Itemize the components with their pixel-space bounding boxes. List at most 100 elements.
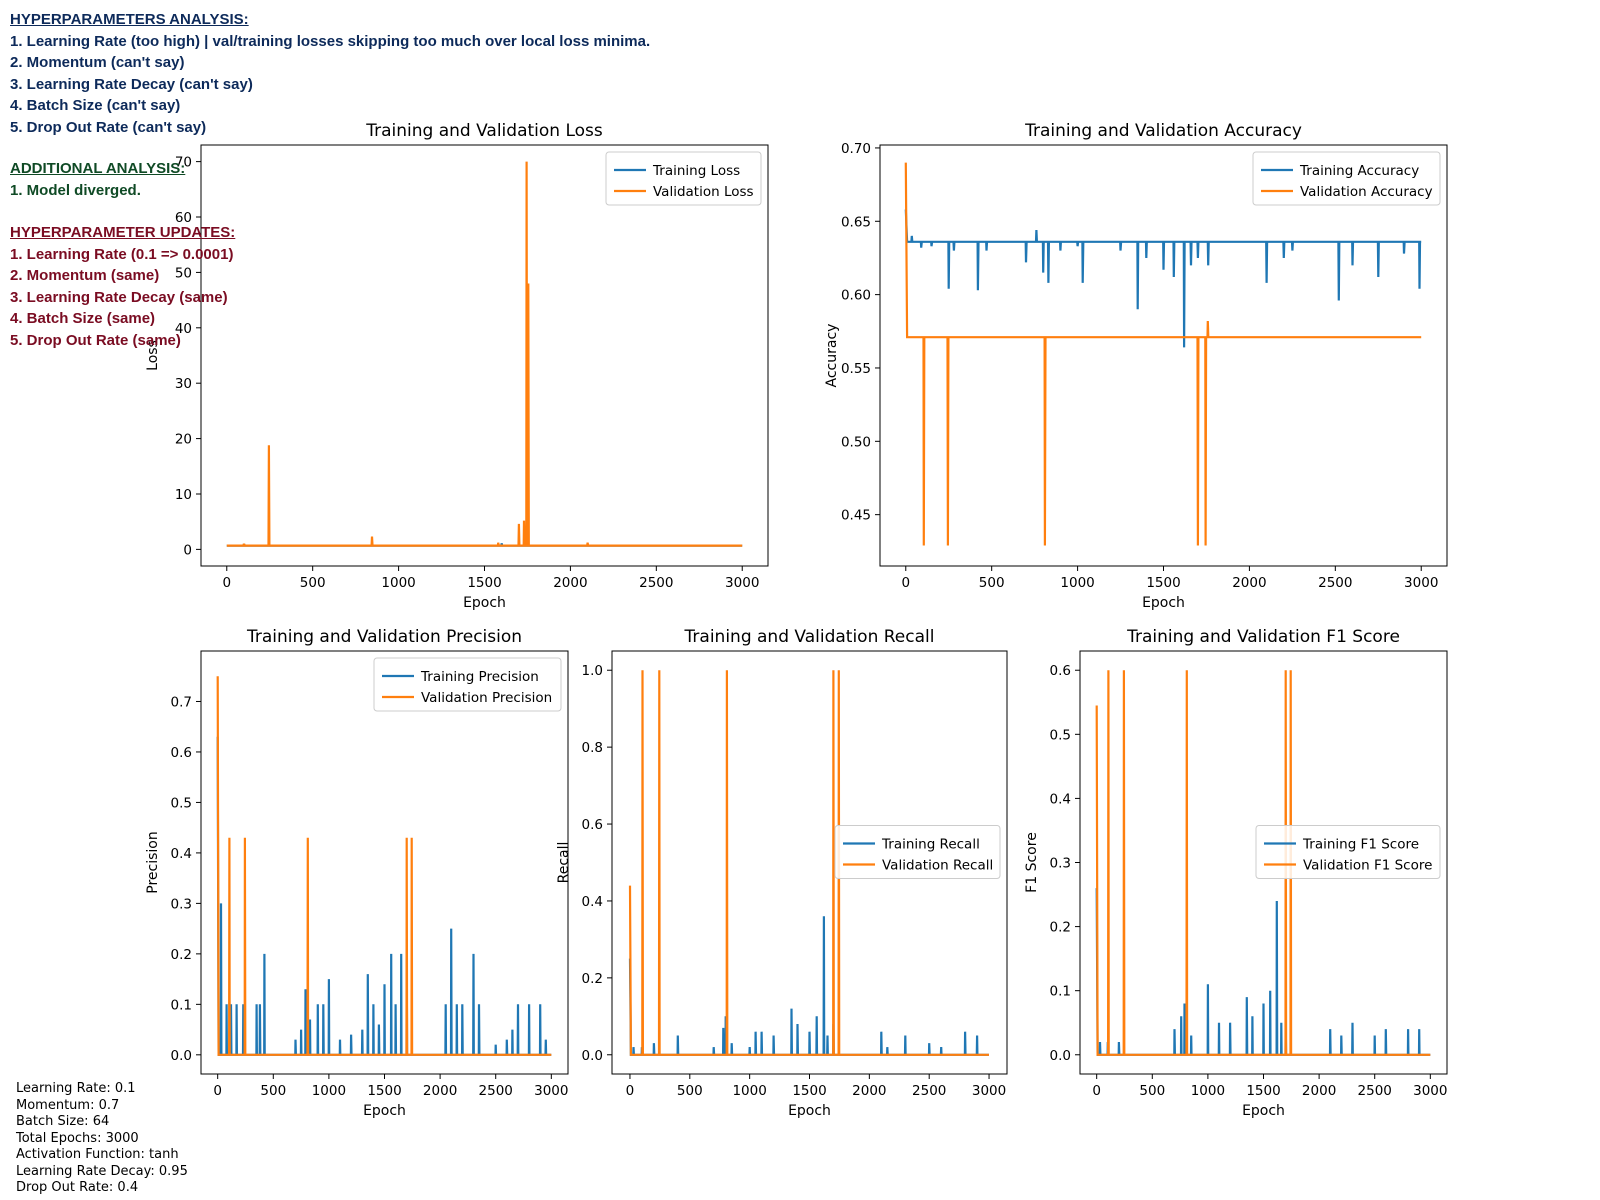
updates-line: 5. Drop Out Rate (same) bbox=[10, 331, 181, 349]
series-line-validation-f1-score bbox=[1095, 670, 1431, 1056]
analysis-line: 3. Learning Rate Decay (can't say) bbox=[10, 75, 253, 93]
x-tick-label: 2500 bbox=[639, 575, 673, 591]
legend: Training F1 Score Validation F1 Score bbox=[1255, 825, 1441, 879]
x-tick-label: 0 bbox=[222, 575, 231, 591]
legend-entry: Validation Precision bbox=[421, 690, 552, 706]
y-tick-label: 40 bbox=[175, 321, 192, 337]
x-tick-label: 1000 bbox=[312, 1083, 346, 1099]
updates-line: 4. Batch Size (same) bbox=[10, 310, 156, 327]
x-tick-label: 3000 bbox=[972, 1083, 1006, 1099]
chart-title: Training and Validation Recall bbox=[684, 627, 935, 647]
series-line-validation-accuracy bbox=[904, 162, 1422, 546]
chart-title: Training and Validation Accuracy bbox=[1024, 121, 1302, 141]
y-tick-label: 0 bbox=[183, 542, 192, 558]
config-total-epochs: Total Epochs: 3000 bbox=[16, 1130, 139, 1146]
x-tick-label: 0 bbox=[213, 1083, 222, 1099]
y-tick-label: 0.3 bbox=[171, 896, 192, 912]
config-learning-rate: Learning Rate: 0.1 bbox=[16, 1081, 136, 1096]
y-tick-label: 0.55 bbox=[841, 361, 871, 377]
x-tick-label: 2000 bbox=[852, 1083, 886, 1099]
y-tick-label: 0.0 bbox=[1050, 1048, 1071, 1064]
analysis-line: 1. Learning Rate (too high) | val/traini… bbox=[10, 32, 651, 50]
x-tick-label: 2000 bbox=[423, 1083, 457, 1099]
y-tick-label: 0.2 bbox=[582, 971, 603, 987]
x-tick-label: 2000 bbox=[1232, 575, 1266, 591]
chart-title: Training and Validation Precision bbox=[246, 627, 522, 647]
plot-frame bbox=[200, 144, 769, 567]
training-config: Learning Rate: 0.1 Momentum: 0.7 Batch S… bbox=[16, 1081, 188, 1197]
chart-title: Training and Validation F1 Score bbox=[1126, 627, 1400, 647]
chart-accuracy: Training and Validation Accuracy 0 500 1000… bbox=[824, 121, 1448, 611]
y-tick-label: 0.4 bbox=[582, 894, 603, 910]
x-axis-label: Epoch bbox=[363, 1103, 406, 1119]
x-tick-label: 0 bbox=[1092, 1083, 1101, 1099]
y-axis-label: Recall bbox=[556, 842, 572, 884]
updates-heading: HYPERPARAMETER UPDATES: bbox=[10, 224, 236, 241]
legend-box bbox=[1252, 151, 1441, 206]
y-tick-label: 0.6 bbox=[582, 817, 603, 833]
x-tick-label: 1500 bbox=[1146, 575, 1180, 591]
additional-line: 1. Model diverged. bbox=[10, 181, 141, 199]
y-tick-label: 70 bbox=[175, 155, 192, 171]
x-tick-label: 1500 bbox=[367, 1083, 401, 1099]
legend: Training Accuracy Validation Accuracy bbox=[1252, 151, 1441, 206]
y-tick-label: 0.50 bbox=[841, 434, 871, 450]
y-tick-label: 0.1 bbox=[1050, 984, 1071, 1000]
x-tick-label: 3000 bbox=[725, 575, 759, 591]
y-tick-label: 0.7 bbox=[171, 694, 192, 710]
y-tick-label: 0.0 bbox=[582, 1048, 603, 1064]
analysis-line: 5. Drop Out Rate (can't say) bbox=[10, 118, 207, 136]
config-activation-function: Activation Function: tanh bbox=[16, 1147, 179, 1162]
y-tick-label: 60 bbox=[175, 210, 192, 226]
x-tick-label: 2000 bbox=[1302, 1083, 1336, 1099]
legend-entry: Training Loss bbox=[652, 163, 740, 179]
series-line-validation-recall bbox=[628, 670, 989, 1056]
analysis-heading: HYPERPARAMETERS ANALYSIS: bbox=[10, 11, 249, 28]
x-axis-label: Epoch bbox=[463, 595, 506, 611]
y-tick-label: 1.0 bbox=[582, 663, 603, 679]
y-axis-label: F1 Score bbox=[1024, 832, 1040, 893]
updates-line: 2. Momentum (same) bbox=[10, 267, 160, 284]
x-axis-label: Epoch bbox=[1142, 595, 1185, 611]
y-tick-label: 0.2 bbox=[1050, 920, 1071, 936]
x-tick-label: 1000 bbox=[381, 575, 415, 591]
hyperparameter-updates-notes: HYPERPARAMETER UPDATES: 1. Learning Rate… bbox=[10, 222, 235, 351]
x-tick-label: 2500 bbox=[912, 1083, 946, 1099]
y-tick-label: 50 bbox=[175, 265, 192, 281]
series-line-training-precision bbox=[216, 736, 552, 1056]
chart-f1: Training and Validation F1 Score 0 500 1000… bbox=[1024, 627, 1448, 1119]
legend-entry: Training Recall bbox=[881, 837, 980, 853]
additional-analysis-notes: ADDITIONAL ANALYSIS: 1. Model diverged. bbox=[10, 158, 185, 201]
x-tick-label: 0 bbox=[626, 1083, 635, 1099]
plot-frame bbox=[879, 144, 1448, 567]
x-tick-label: 0 bbox=[901, 575, 910, 591]
analysis-line: 4. Batch Size (can't say) bbox=[10, 97, 181, 114]
y-tick-label: 0.4 bbox=[171, 846, 192, 862]
y-tick-label: 0.60 bbox=[841, 288, 871, 304]
y-axis-label: Accuracy bbox=[824, 324, 840, 388]
y-tick-label: 0.65 bbox=[841, 214, 871, 230]
legend-entry: Validation Recall bbox=[882, 858, 993, 874]
x-axis-label: Epoch bbox=[788, 1103, 831, 1119]
x-tick-label: 500 bbox=[677, 1083, 703, 1099]
legend: Training Loss Validation Loss bbox=[605, 151, 762, 206]
x-tick-label: 3000 bbox=[534, 1083, 568, 1099]
updates-line: 1. Learning Rate (0.1 => 0.0001) bbox=[10, 245, 234, 263]
x-tick-label: 500 bbox=[300, 575, 326, 591]
x-tick-label: 3000 bbox=[1404, 575, 1438, 591]
analysis-line: 2. Momentum (can't say) bbox=[10, 54, 185, 71]
updates-line: 3. Learning Rate Decay (same) bbox=[10, 288, 228, 306]
legend-box bbox=[834, 825, 1001, 879]
x-tick-label: 1000 bbox=[1191, 1083, 1225, 1099]
y-tick-label: 0.0 bbox=[171, 1048, 192, 1064]
x-tick-label: 1500 bbox=[467, 575, 501, 591]
y-tick-label: 10 bbox=[175, 487, 192, 503]
chart-title: Training and Validation Loss bbox=[365, 121, 603, 141]
x-tick-label: 500 bbox=[979, 575, 1005, 591]
legend-entry: Training Precision bbox=[420, 669, 539, 685]
x-tick-label: 2500 bbox=[1358, 1083, 1392, 1099]
y-tick-label: 0.6 bbox=[1050, 663, 1071, 679]
y-tick-label: 0.5 bbox=[171, 795, 192, 811]
legend-entry: Validation Accuracy bbox=[1300, 184, 1433, 200]
